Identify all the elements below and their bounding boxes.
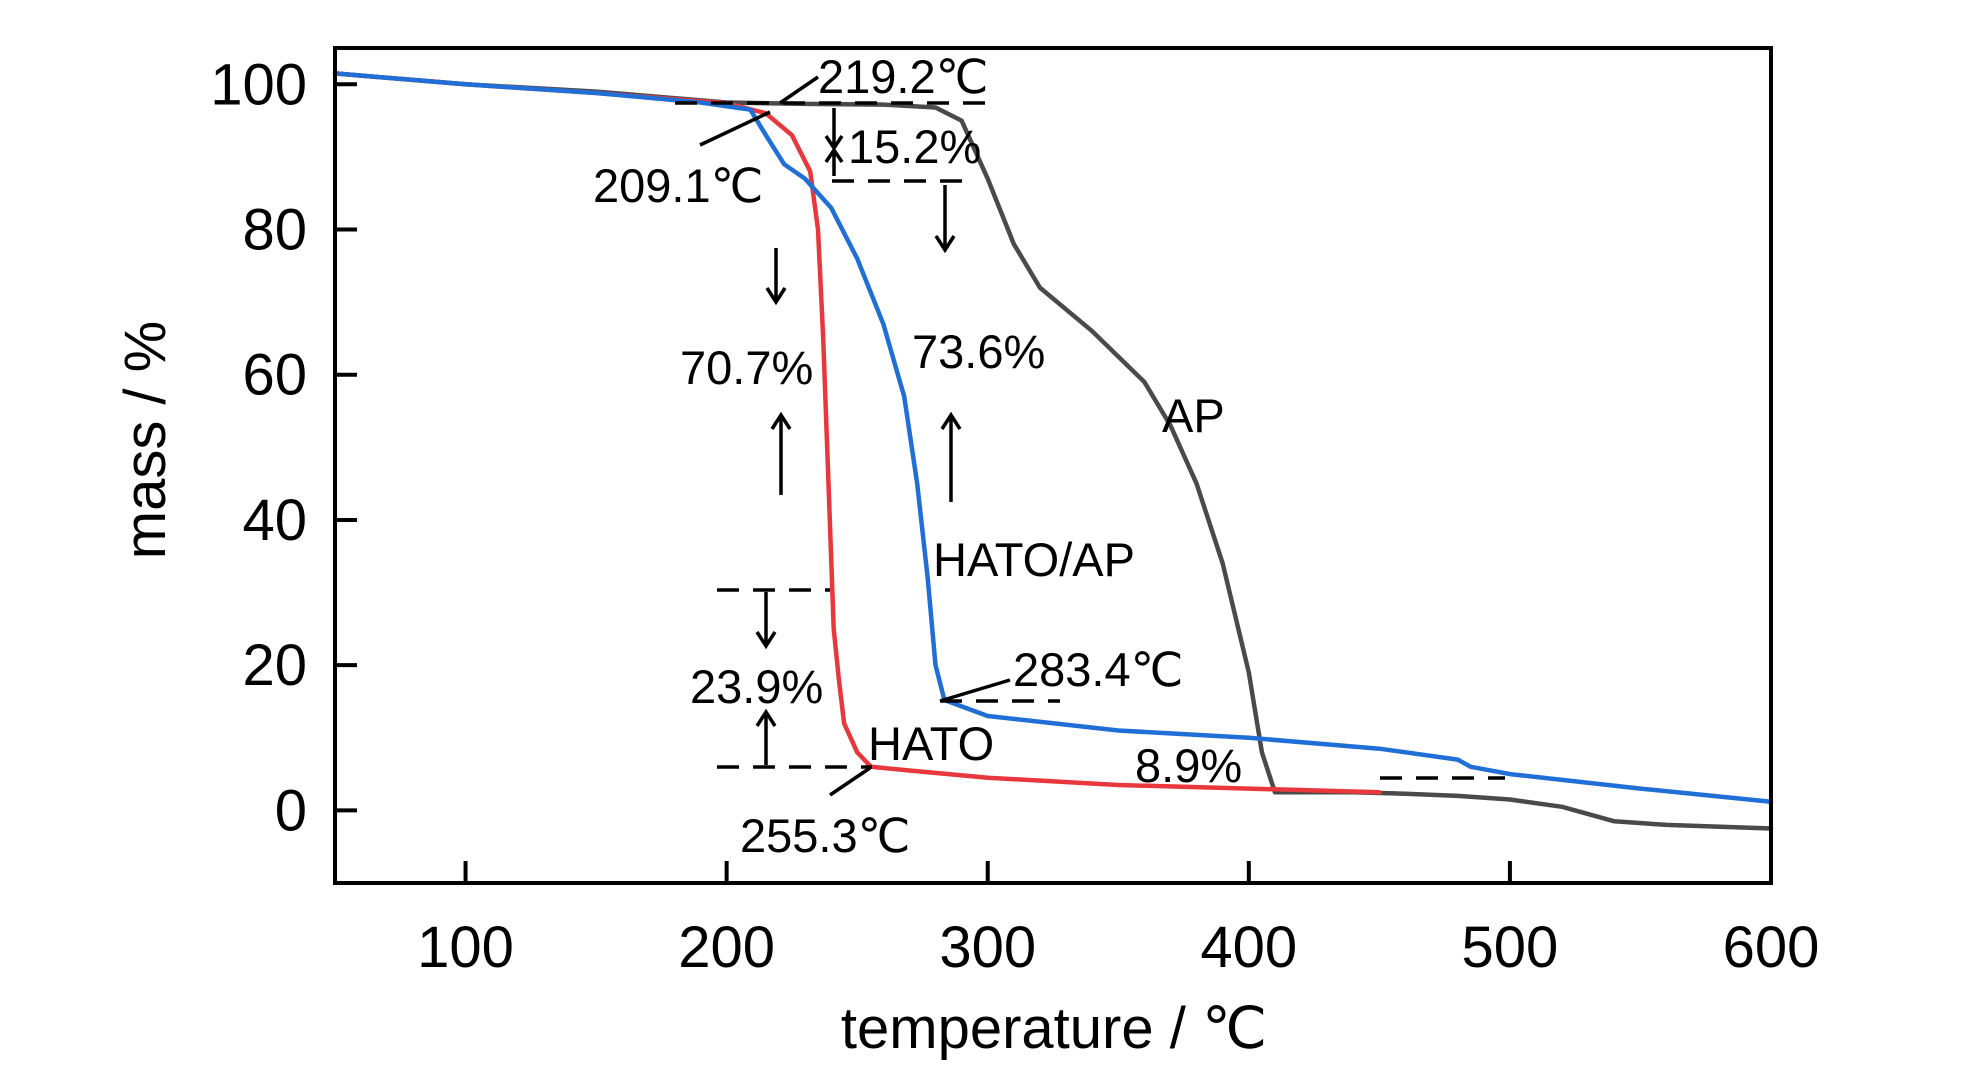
x-tick-label-100: 100 bbox=[417, 915, 514, 980]
annotation-arrow-73-down bbox=[934, 185, 956, 254]
y-axis-title: mass / % bbox=[113, 321, 178, 560]
x-tick-label-600: 600 bbox=[1723, 915, 1820, 980]
x-tick-label-500: 500 bbox=[1462, 915, 1559, 980]
annotation-step2-hato: 23.9% bbox=[690, 660, 823, 713]
series-label-hato-ap: HATO/AP bbox=[933, 533, 1135, 586]
annotation-step1-hato: 70.7% bbox=[680, 341, 813, 394]
annotation-step2-hato-ap: 73.6% bbox=[912, 325, 1045, 378]
series-label-hato: HATO bbox=[868, 717, 994, 770]
x-axis-title: temperature / ℃ bbox=[841, 996, 1267, 1061]
annotation-peak-hato-ap: 283.4℃ bbox=[1013, 643, 1183, 696]
annotation-arrow-15-down bbox=[824, 108, 844, 152]
annotation-arrow-23-up bbox=[755, 708, 777, 765]
annotation-residual: 8.9% bbox=[1135, 739, 1242, 792]
y-tick-label-80: 80 bbox=[242, 198, 307, 263]
annotation-arrow-73-up bbox=[940, 411, 962, 502]
annotation-arrow-23-down bbox=[755, 592, 777, 650]
annotation-arrow-70-down bbox=[765, 248, 787, 306]
x-tick-label-400: 400 bbox=[1200, 915, 1297, 980]
x-tick-label-300: 300 bbox=[939, 915, 1036, 980]
annotation-leader-219 bbox=[779, 75, 819, 105]
annotation-leader-255 bbox=[829, 766, 871, 797]
series-line-ap bbox=[332, 71, 1774, 831]
series-line-hato bbox=[332, 71, 1382, 795]
annotation-onset-hato: 219.2℃ bbox=[818, 50, 988, 103]
x-tick-label-200: 200 bbox=[678, 915, 775, 980]
y-tick-label-20: 20 bbox=[242, 633, 307, 698]
annotation-arrow-15-up bbox=[824, 146, 844, 176]
annotation-peak-hato: 255.3℃ bbox=[740, 809, 910, 862]
plot-frame bbox=[333, 46, 1773, 885]
annotation-leader-283 bbox=[939, 678, 1011, 703]
annotation-arrow-70-up bbox=[770, 411, 792, 495]
y-tick-label-100: 100 bbox=[210, 52, 307, 117]
y-tick-label-0: 0 bbox=[275, 778, 307, 843]
series-line-hato-ap bbox=[332, 71, 1774, 804]
annotation-step1-hato-ap: 15.2% bbox=[848, 120, 981, 173]
y-tick-label-40: 40 bbox=[242, 488, 307, 553]
series-label-ap: AP bbox=[1162, 389, 1225, 442]
y-tick-label-60: 60 bbox=[242, 343, 307, 408]
annotation-onset-hato-ap: 209.1℃ bbox=[593, 159, 763, 212]
annotation-leader-209 bbox=[699, 110, 771, 147]
